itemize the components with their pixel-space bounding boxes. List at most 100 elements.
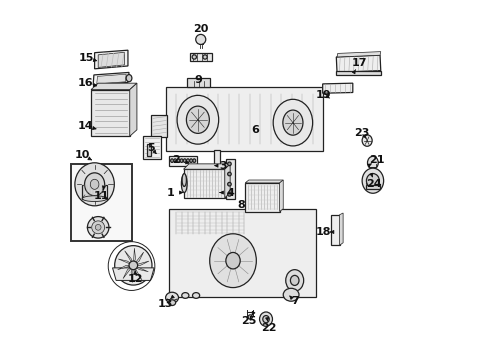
Text: 19: 19: [315, 90, 330, 100]
Text: 24: 24: [366, 179, 381, 189]
Ellipse shape: [173, 159, 176, 162]
Text: 21: 21: [368, 155, 384, 165]
Polygon shape: [183, 169, 224, 198]
Polygon shape: [131, 265, 133, 283]
Text: 16: 16: [78, 78, 94, 88]
Ellipse shape: [192, 55, 196, 59]
Polygon shape: [133, 265, 142, 280]
Text: 14: 14: [78, 121, 94, 131]
Ellipse shape: [129, 261, 137, 270]
Ellipse shape: [186, 159, 189, 162]
Ellipse shape: [262, 316, 269, 323]
Polygon shape: [322, 83, 352, 93]
Ellipse shape: [227, 193, 231, 196]
FancyBboxPatch shape: [335, 71, 380, 75]
Ellipse shape: [87, 217, 109, 238]
Polygon shape: [94, 50, 128, 69]
Ellipse shape: [362, 135, 371, 146]
Text: 8: 8: [237, 200, 244, 210]
Ellipse shape: [189, 159, 192, 162]
FancyBboxPatch shape: [143, 136, 160, 159]
Polygon shape: [133, 252, 143, 265]
Polygon shape: [124, 251, 133, 265]
Ellipse shape: [283, 288, 298, 301]
Ellipse shape: [195, 35, 205, 44]
FancyBboxPatch shape: [225, 159, 234, 199]
Polygon shape: [133, 261, 149, 265]
Text: 3: 3: [219, 161, 226, 171]
Ellipse shape: [367, 156, 378, 169]
Ellipse shape: [126, 75, 132, 82]
Ellipse shape: [209, 234, 256, 288]
Polygon shape: [336, 55, 380, 72]
Ellipse shape: [192, 159, 195, 162]
Ellipse shape: [290, 275, 298, 285]
Ellipse shape: [285, 270, 303, 291]
Polygon shape: [279, 180, 283, 212]
Polygon shape: [133, 265, 148, 272]
Polygon shape: [336, 51, 380, 57]
Ellipse shape: [227, 162, 231, 166]
FancyBboxPatch shape: [190, 53, 211, 61]
Ellipse shape: [227, 172, 231, 176]
Polygon shape: [244, 183, 279, 212]
Text: 20: 20: [193, 24, 208, 35]
Ellipse shape: [177, 159, 180, 162]
Polygon shape: [118, 265, 133, 270]
Text: 4: 4: [226, 188, 234, 198]
Ellipse shape: [115, 246, 152, 285]
Polygon shape: [183, 164, 230, 169]
Text: 2: 2: [172, 155, 180, 165]
Ellipse shape: [180, 159, 183, 162]
Ellipse shape: [95, 225, 101, 230]
Polygon shape: [133, 248, 135, 265]
FancyBboxPatch shape: [147, 144, 151, 156]
FancyBboxPatch shape: [151, 116, 167, 137]
Polygon shape: [123, 265, 133, 279]
Text: 1: 1: [167, 188, 175, 198]
Polygon shape: [129, 83, 137, 136]
Ellipse shape: [181, 175, 187, 193]
Ellipse shape: [225, 252, 240, 269]
Text: 17: 17: [351, 58, 366, 68]
Ellipse shape: [227, 183, 231, 186]
Text: 13: 13: [157, 299, 172, 309]
Ellipse shape: [186, 106, 209, 134]
Text: 9: 9: [194, 75, 202, 85]
Text: 7: 7: [290, 296, 298, 306]
Polygon shape: [339, 213, 343, 245]
Ellipse shape: [183, 159, 186, 162]
Ellipse shape: [182, 174, 186, 186]
Polygon shape: [97, 74, 126, 84]
FancyBboxPatch shape: [214, 149, 219, 176]
Ellipse shape: [247, 315, 252, 319]
Polygon shape: [169, 209, 316, 297]
Text: 25: 25: [241, 316, 256, 325]
Text: 15: 15: [78, 53, 94, 63]
Ellipse shape: [282, 110, 303, 135]
Polygon shape: [91, 90, 129, 136]
Polygon shape: [118, 259, 133, 265]
Text: 10: 10: [75, 150, 90, 160]
Ellipse shape: [192, 293, 199, 298]
Polygon shape: [91, 83, 137, 90]
FancyBboxPatch shape: [187, 78, 210, 87]
Ellipse shape: [273, 99, 312, 146]
Ellipse shape: [170, 159, 173, 162]
Polygon shape: [93, 72, 129, 85]
Ellipse shape: [362, 168, 383, 193]
Text: 23: 23: [354, 128, 369, 138]
Ellipse shape: [366, 174, 379, 188]
Text: 12: 12: [127, 274, 142, 284]
Text: 22: 22: [261, 323, 276, 333]
Ellipse shape: [92, 221, 104, 234]
FancyBboxPatch shape: [82, 185, 106, 199]
FancyBboxPatch shape: [365, 185, 379, 189]
Ellipse shape: [203, 55, 207, 59]
FancyBboxPatch shape: [330, 215, 339, 245]
Ellipse shape: [182, 293, 188, 298]
Text: 11: 11: [93, 191, 109, 201]
Ellipse shape: [90, 179, 99, 189]
Ellipse shape: [165, 292, 178, 303]
Polygon shape: [244, 180, 283, 183]
